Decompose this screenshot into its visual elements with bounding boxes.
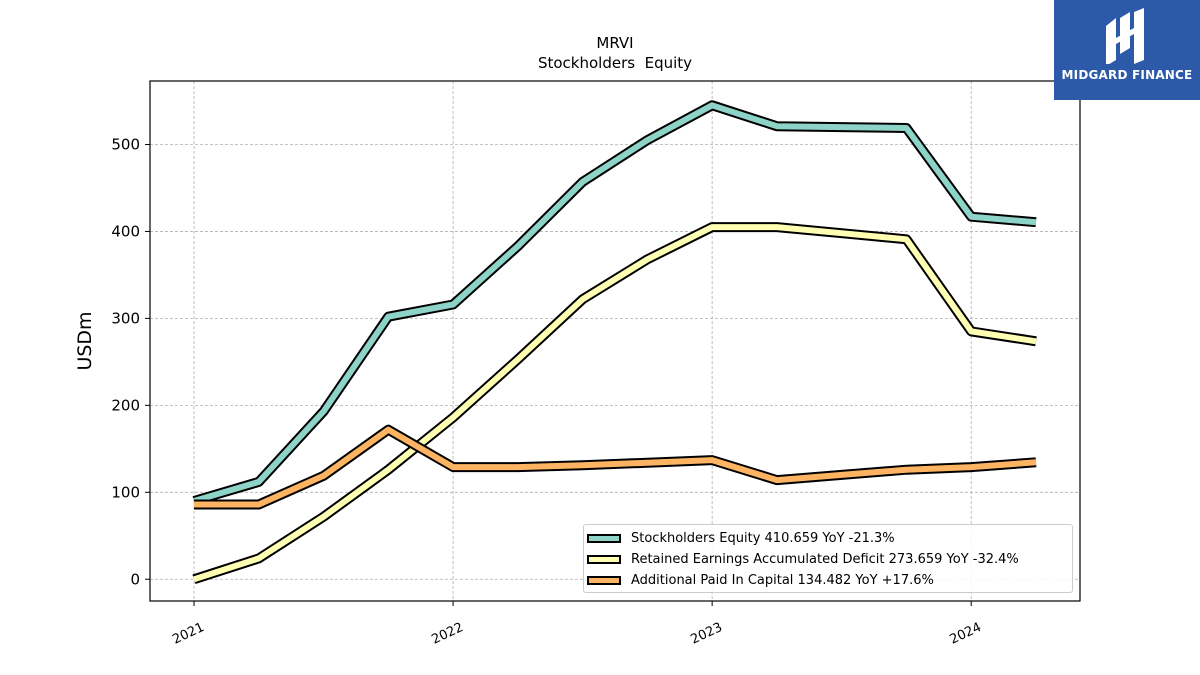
x-axis: 2021 2022 2023 2024 xyxy=(170,601,984,648)
legend-item-additional-paid-in-capital: Additional Paid In Capital 134.482 YoY +… xyxy=(584,570,934,590)
chart-title: MRVI xyxy=(596,34,633,52)
legend-label: Additional Paid In Capital 134.482 YoY +… xyxy=(631,572,934,588)
y-axis-label: USDm xyxy=(74,311,96,370)
y-tick-label: 500 xyxy=(111,135,140,153)
x-tick-label: 2022 xyxy=(429,620,465,648)
logo-text: MIDGARD FINANCE xyxy=(1061,68,1193,82)
series-retained-earnings-accumulated-deficit xyxy=(192,222,1037,585)
legend-swatch xyxy=(587,533,621,543)
legend: Stockholders Equity 410.659 YoY -21.3% R… xyxy=(583,524,1073,593)
legend-label: Retained Earnings Accumulated Deficit 27… xyxy=(631,551,1019,567)
plot-frame xyxy=(149,80,1081,602)
x-tick-label: 2023 xyxy=(688,620,724,648)
series-line xyxy=(193,224,1037,583)
y-axis: 0 100 200 300 400 500 xyxy=(111,135,150,588)
series-stockholders-equity xyxy=(192,100,1037,506)
y-tick-label: 100 xyxy=(111,483,140,501)
legend-item-stockholders-equity: Stockholders Equity 410.659 YoY -21.3% xyxy=(584,528,895,548)
x-tick-label: 2024 xyxy=(948,620,984,648)
logo-mark-icon xyxy=(1106,8,1144,64)
y-tick-label: 0 xyxy=(130,570,140,588)
legend-label: Stockholders Equity 410.659 YoY -21.3% xyxy=(631,530,895,546)
legend-item-retained-earnings: Retained Earnings Accumulated Deficit 27… xyxy=(584,549,1019,569)
y-tick-label: 400 xyxy=(111,222,140,240)
legend-swatch xyxy=(587,554,621,564)
brand-logo: MIDGARD FINANCE xyxy=(1054,0,1200,100)
y-tick-label: 200 xyxy=(111,396,140,414)
y-tick-label: 300 xyxy=(111,309,140,327)
legend-swatch xyxy=(587,575,621,585)
chart-subtitle: Stockholders Equity xyxy=(538,54,692,72)
series-additional-paid-in-capital xyxy=(194,424,1037,510)
series-line xyxy=(194,426,1037,508)
series-line xyxy=(193,102,1037,504)
series-outline xyxy=(192,100,1037,506)
series-lines xyxy=(192,100,1037,585)
x-tick-label: 2021 xyxy=(170,620,206,648)
